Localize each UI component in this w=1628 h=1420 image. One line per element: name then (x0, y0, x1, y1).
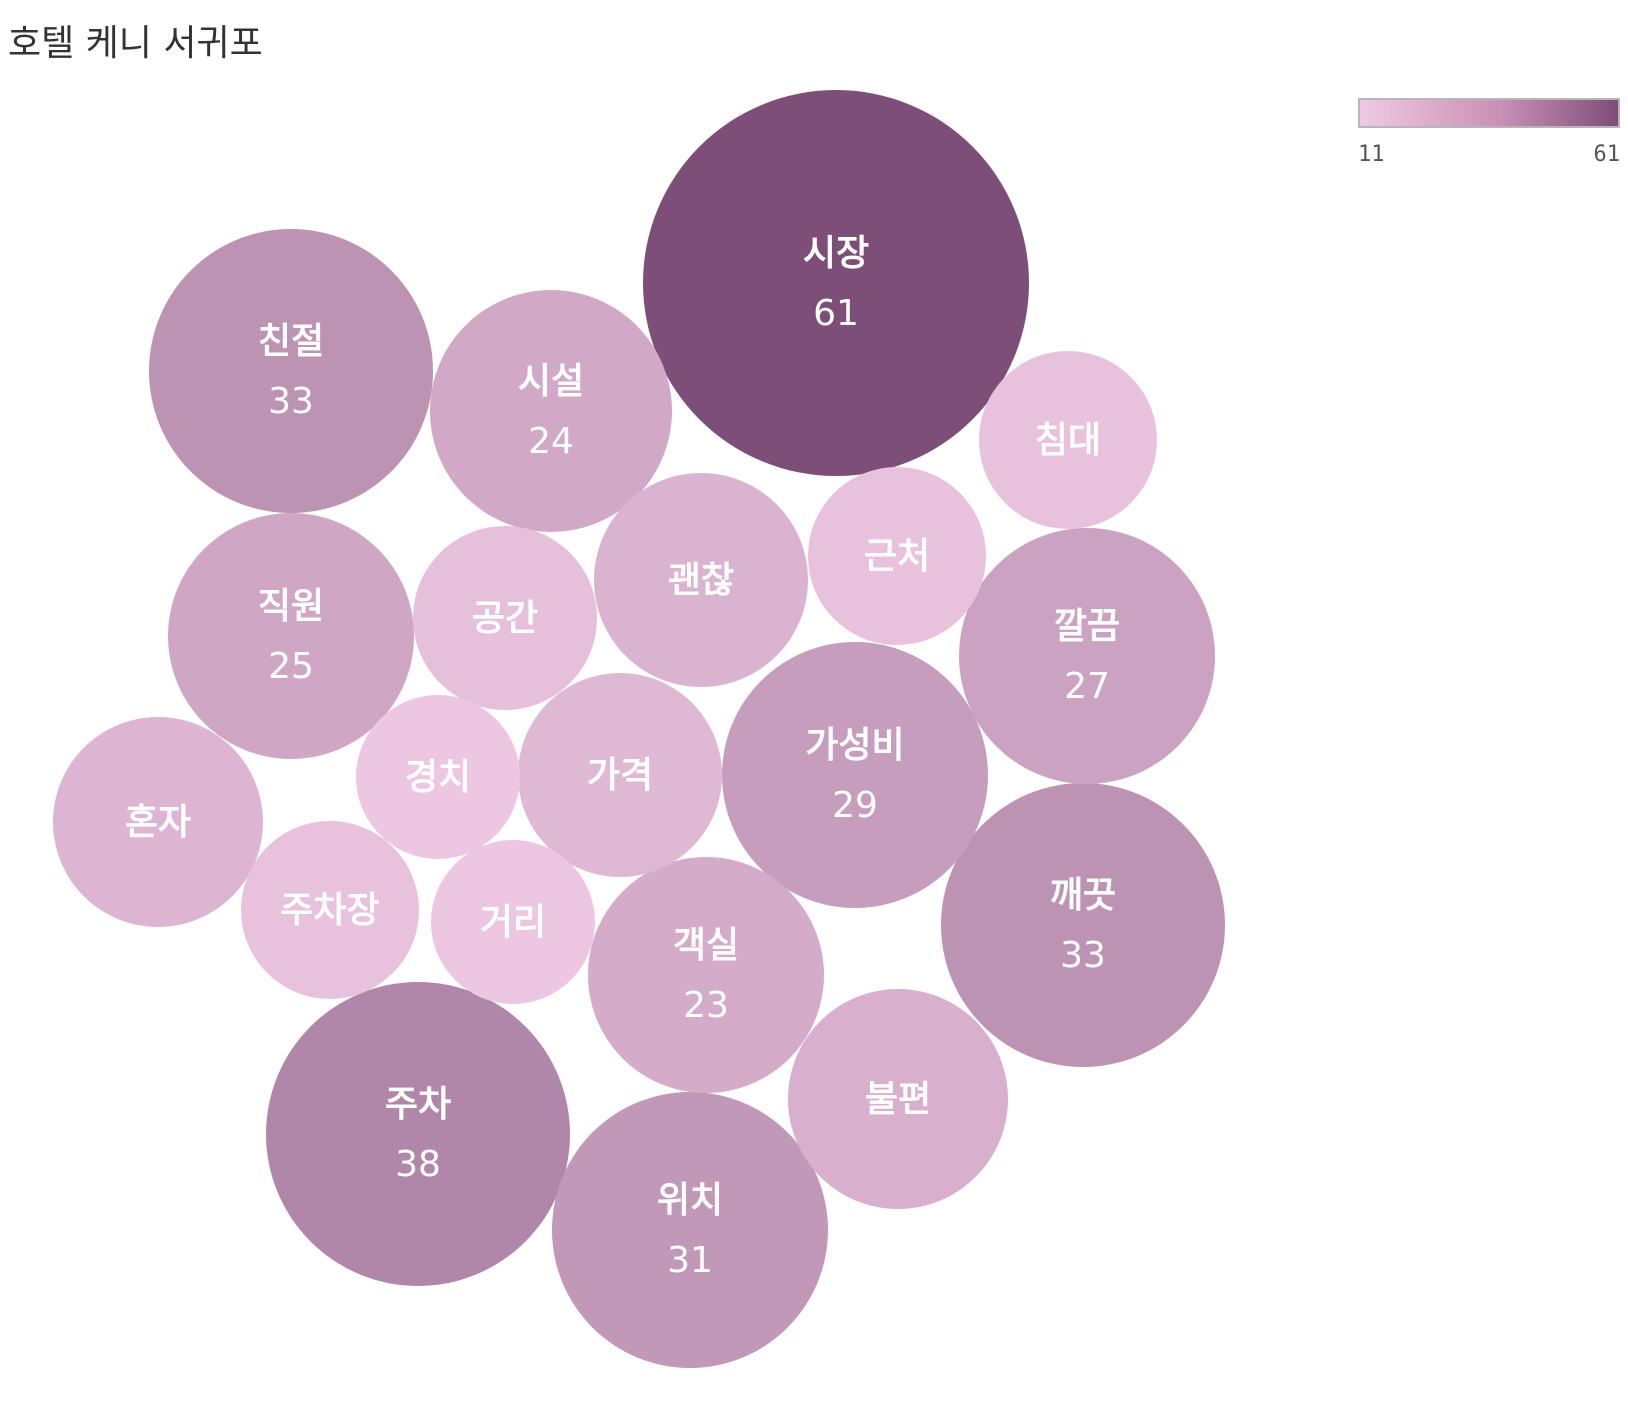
bubble-17: 주차장 (241, 821, 419, 999)
bubble-circle (356, 695, 520, 859)
bubble-circle (722, 642, 988, 908)
bubble-label: 가성비 (805, 725, 904, 766)
color-legend: 11 61 (1358, 98, 1624, 167)
bubble-circle (552, 1092, 828, 1368)
chart-title: 호텔 케니 서귀포 (8, 23, 263, 64)
bubble-value: 61 (813, 293, 859, 334)
bubble-value: 33 (268, 381, 314, 422)
bubble-circle (53, 717, 263, 927)
color-legend-gradient (1358, 98, 1620, 128)
bubble-0: 시장 61 (643, 90, 1029, 476)
bubble-9: 객실 23 (588, 857, 824, 1093)
bubble-value: 27 (1064, 666, 1110, 707)
bubble-circle (594, 473, 808, 687)
bubble-circle (518, 673, 722, 877)
bubble-15: 침대 (979, 351, 1157, 529)
bubble-circle (979, 351, 1157, 529)
bubble-label: 공간 (472, 598, 538, 639)
bubble-value: 38 (395, 1144, 441, 1185)
bubble-circle (149, 229, 433, 513)
bubble-circle (266, 982, 570, 1286)
bubble-7: 직원 25 (168, 513, 414, 759)
bubble-label: 혼자 (125, 802, 191, 843)
bubble-value: 31 (667, 1240, 713, 1281)
bubble-label: 깨끗 (1050, 875, 1116, 916)
bubble-circle (959, 528, 1215, 784)
bubble-value: 23 (683, 985, 729, 1026)
bubble-label: 경치 (405, 757, 471, 798)
bubble-value: 24 (528, 421, 574, 462)
bubble-circle (808, 467, 986, 645)
bubble-value: 33 (1060, 935, 1106, 976)
bubble-label: 근처 (864, 536, 930, 577)
bubble-label: 불편 (865, 1079, 931, 1120)
bubble-label: 주차장 (280, 890, 379, 931)
bubble-circle (413, 526, 597, 710)
legend-min-label: 11 (1358, 142, 1385, 167)
bubble-6: 깔끔 27 (959, 528, 1215, 784)
bubble-value: 25 (268, 646, 314, 687)
bubble-label: 친절 (258, 321, 324, 362)
bubble-18: 경치 (356, 695, 520, 859)
bubble-16: 근처 (808, 467, 986, 645)
bubble-5: 가성비 29 (722, 642, 988, 908)
bubble-19: 거리 (431, 840, 595, 1004)
bubble-label: 괜찮 (668, 560, 734, 601)
bubble-label: 시설 (518, 361, 584, 402)
bubble-label: 가격 (587, 755, 653, 796)
bubble-1: 주차 38 (266, 982, 570, 1286)
bubble-circle (430, 290, 672, 532)
bubble-circle (588, 857, 824, 1093)
bubble-label: 깔끔 (1054, 606, 1120, 647)
bubble-circle (643, 90, 1029, 476)
bubble-circle (941, 783, 1225, 1067)
bubble-13: 가격 (518, 673, 722, 877)
bubble-2: 친절 33 (149, 229, 433, 513)
bubble-11: 괜찮 (594, 473, 808, 687)
bubble-10: 불편 (788, 989, 1008, 1209)
bubble-label: 직원 (258, 586, 324, 627)
bubble-circle (788, 989, 1008, 1209)
bubble-label: 주차 (385, 1084, 451, 1125)
legend-max-label: 61 (1593, 142, 1621, 167)
bubble-circle (241, 821, 419, 999)
bubble-circle (431, 840, 595, 1004)
bubble-8: 시설 24 (430, 290, 672, 532)
bubble-label: 침대 (1035, 420, 1101, 461)
bubble-3: 깨끗 33 (941, 783, 1225, 1067)
bubble-label: 위치 (657, 1180, 723, 1221)
bubble-value: 29 (832, 785, 878, 826)
bubble-label: 객실 (673, 925, 739, 966)
bubble-label: 거리 (480, 902, 546, 943)
bubble-12: 혼자 (53, 717, 263, 927)
bubble-label: 시장 (803, 233, 869, 274)
bubble-14: 공간 (413, 526, 597, 710)
bubble-4: 위치 31 (552, 1092, 828, 1368)
bubble-circle (168, 513, 414, 759)
